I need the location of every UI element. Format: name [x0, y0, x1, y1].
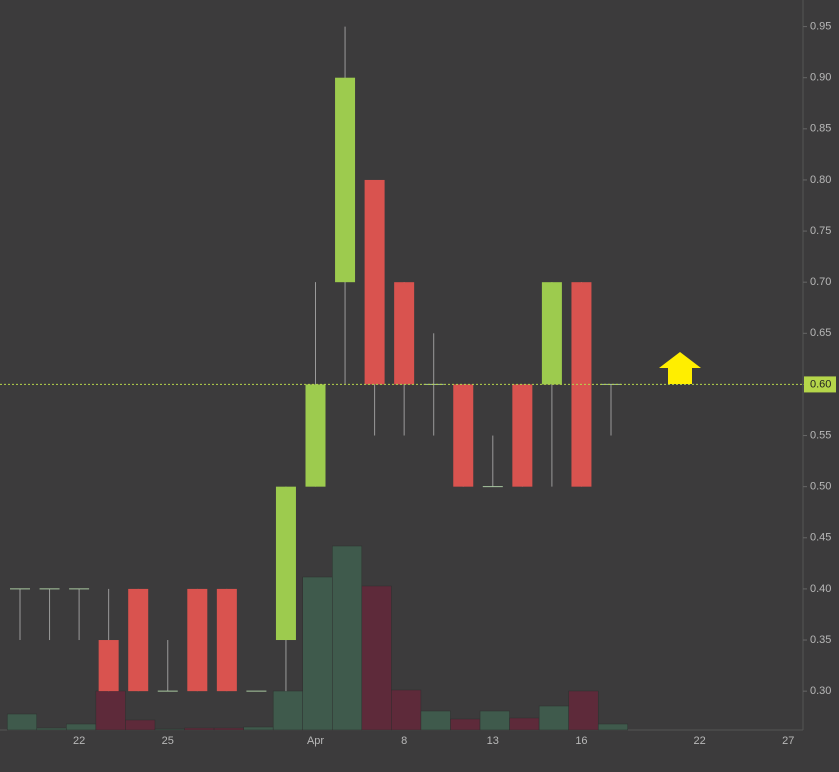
volume-bar: [597, 723, 629, 731]
volume-bar: [95, 690, 126, 731]
candle-body: [335, 77, 356, 283]
y-tick-label: 0.55: [810, 429, 831, 441]
x-tick-label: Apr: [307, 735, 324, 747]
volume-bar: [361, 585, 392, 731]
arrow-icon[interactable]: [659, 352, 701, 384]
candle-body: [541, 282, 562, 385]
candle-body: [364, 179, 385, 385]
volume-bar: [509, 717, 540, 731]
x-tick-label: 27: [782, 735, 794, 747]
candle-body: [187, 588, 208, 692]
y-tick-label: 0.65: [810, 327, 831, 339]
volume-bar: [272, 690, 303, 731]
volume-bar: [184, 727, 215, 731]
candle-body: [305, 384, 326, 487]
x-tick-label: 8: [401, 735, 407, 747]
candle-body: [512, 384, 533, 487]
y-tick-label: 0.85: [810, 123, 831, 135]
price-label: 0.60: [810, 378, 831, 390]
volume-bar: [6, 713, 38, 731]
volume-bar: [450, 718, 481, 731]
y-tick-label: 0.95: [810, 20, 831, 32]
volume-bar: [479, 710, 510, 731]
y-tick-label: 0.30: [810, 685, 831, 697]
y-tick-label: 0.80: [810, 174, 831, 186]
candle-body: [453, 384, 474, 487]
candle-body: [275, 486, 296, 641]
x-tick-label: 16: [575, 735, 587, 747]
volume-bar: [125, 719, 156, 731]
y-tick-label: 0.45: [810, 532, 831, 544]
y-tick-label: 0.75: [810, 225, 831, 237]
volume-bar: [243, 726, 274, 731]
price-label-box: [804, 376, 836, 393]
x-tick-label: 22: [694, 735, 706, 747]
y-tick-label: 0.50: [810, 481, 831, 493]
volume-bar: [391, 689, 422, 731]
volume-bar: [332, 545, 363, 731]
candle-body: [394, 282, 415, 385]
volume-bar: [420, 710, 451, 731]
volume-bar: [302, 576, 333, 731]
x-tick-label: 22: [73, 735, 85, 747]
volume-bar: [213, 727, 244, 731]
y-tick-label: 0.90: [810, 72, 831, 84]
y-tick-label: 0.35: [810, 634, 831, 646]
volume-bar: [66, 723, 97, 731]
y-tick-label: 0.40: [810, 583, 831, 595]
candle-body: [128, 588, 149, 692]
y-tick-label: 0.70: [810, 276, 831, 288]
candle-body: [216, 588, 237, 692]
x-tick-label: 13: [487, 735, 499, 747]
volume-bar: [538, 705, 569, 731]
candle-body: [98, 640, 119, 692]
volume-bar: [36, 727, 67, 731]
volume-bar: [154, 728, 185, 731]
volume-bar: [568, 690, 599, 731]
x-tick-label: 25: [162, 735, 174, 747]
